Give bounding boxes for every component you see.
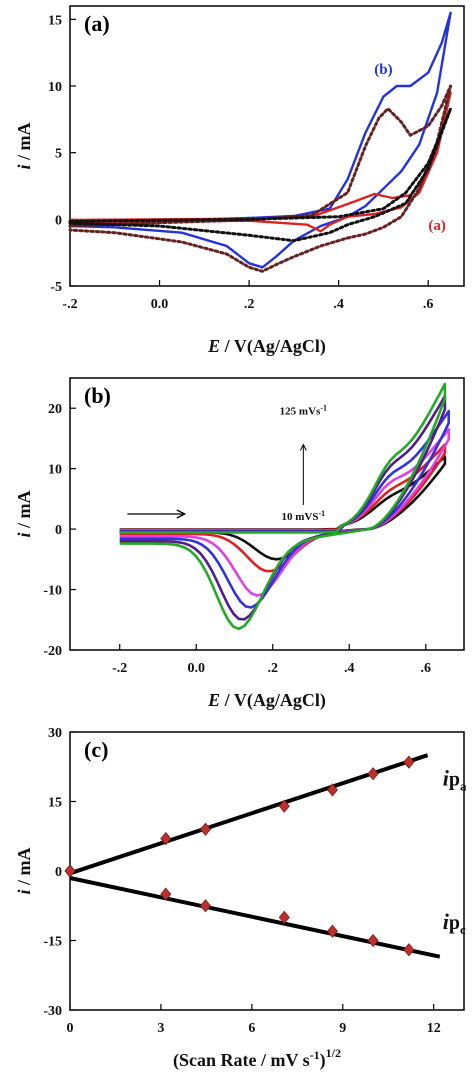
y-tick-label: 30 — [48, 726, 62, 741]
y-tick-label: -15 — [43, 935, 62, 950]
x-axis-label-main: (Scan Rate / mV s — [173, 1050, 310, 1071]
y-tick-label: -10 — [43, 584, 62, 599]
y-axis-label-italic: i — [14, 164, 34, 169]
cv-series-1 — [69, 91, 452, 233]
ipa-label: ipa — [443, 765, 467, 793]
data-point-ipa — [278, 799, 290, 813]
annotation-top-text: 125 mVs — [280, 405, 321, 417]
data-point-ipc — [403, 943, 415, 957]
curve-annotation: (a) — [428, 218, 446, 234]
x-axis-label-rest: / V(Ag/AgCl) — [220, 690, 326, 711]
x-tick-label: .6 — [423, 297, 434, 312]
ipa-label-i: i — [443, 765, 450, 790]
data-point-ipc — [278, 910, 290, 924]
fit-line-ipc — [69, 876, 441, 959]
x-tick-label: -.2 — [112, 661, 127, 676]
data-point-ipc — [367, 933, 379, 948]
y-axis-label: i / mA — [14, 490, 34, 537]
data-point-ipa — [403, 755, 415, 769]
x-tick-label: -.2 — [62, 297, 77, 312]
y-tick-label: 20 — [48, 402, 62, 417]
data-point-ipc — [326, 924, 338, 938]
y-tick-label: -20 — [43, 644, 62, 659]
panel-label: (c) — [84, 737, 108, 762]
cv-series-3 — [68, 107, 453, 243]
y-tick-label: -30 — [43, 1004, 62, 1019]
y-tick-label: 0 — [55, 865, 62, 880]
panel-label: (b) — [84, 383, 111, 408]
fit-line-ipa — [69, 753, 429, 876]
x-tick-label: 3 — [157, 1021, 164, 1036]
y-axis-label-rest: / mA — [14, 847, 34, 889]
annotation-bottom-text: 10 mVS — [282, 511, 319, 523]
x-tick-label: 9 — [339, 1021, 346, 1036]
cv-series-0 — [69, 11, 452, 269]
y-axis-label: i / mA — [14, 847, 34, 894]
y-tick-label: 0 — [55, 523, 62, 538]
data-point-ipa — [326, 783, 338, 797]
x-axis-label-close: ) — [320, 1050, 326, 1071]
y-tick-label: 0 — [55, 213, 62, 228]
plot-frame — [69, 5, 465, 287]
curve-annotation: (b) — [374, 62, 392, 78]
x-axis-label-sup: -1 — [310, 1048, 320, 1062]
annotation-top-sup: -1 — [320, 403, 327, 412]
ipc-label-sub: c — [460, 922, 466, 937]
ipa-label-sub: a — [460, 778, 467, 793]
x-axis-label-sup2: 1/2 — [326, 1046, 341, 1060]
x-axis-label: E / V(Ag/AgCl) — [207, 336, 326, 357]
y-tick-label: -5 — [50, 280, 62, 295]
ipa-label-p: p — [449, 768, 460, 790]
y-tick-label: 10 — [48, 80, 62, 95]
panel-label: (a) — [84, 11, 110, 36]
annotation-top: 125 mVs-1 — [280, 403, 327, 417]
y-axis-label-italic: i — [14, 532, 34, 537]
y-axis-label: i / mA — [14, 122, 34, 169]
x-axis-label-rest: / V(Ag/AgCl) — [220, 336, 326, 357]
x-tick-label: .4 — [344, 661, 355, 676]
y-tick-label: 15 — [48, 13, 62, 28]
panel-0: -.2 0.0 .2 .4 .6 -5 0 5 10 15 (a) i / mA (b) (a) E / V… — [14, 5, 465, 357]
x-tick-label: .2 — [244, 297, 255, 312]
x-axis-label-italic: E — [207, 690, 220, 710]
x-axis-label: (Scan Rate / mV s-1)1/2 — [173, 1046, 341, 1071]
ipc-label-i: i — [443, 909, 450, 934]
y-tick-label: 10 — [48, 463, 62, 478]
plot-frame — [69, 731, 465, 1011]
ipc-label-p: p — [449, 912, 460, 934]
annotation-bottom-sup: -1 — [318, 509, 325, 518]
y-tick-label: 15 — [48, 796, 62, 811]
x-tick-label: 0 — [67, 1021, 74, 1036]
data-point-ipa — [367, 767, 379, 781]
y-axis-label-rest: / mA — [14, 490, 34, 532]
data-point-ipa — [199, 822, 211, 836]
cv-scan-rate-4 — [119, 394, 447, 621]
x-tick-label: 12 — [427, 1021, 441, 1036]
y-axis-label-rest: / mA — [14, 122, 34, 164]
data-point-ipc — [160, 887, 172, 901]
y-axis-label-italic: i — [14, 889, 34, 894]
scan-rate-arrow-head — [299, 443, 307, 451]
x-tick-label: .4 — [333, 297, 344, 312]
data-point-ipc — [199, 899, 211, 913]
y-tick-label: 5 — [55, 147, 62, 162]
x-tick-label: 0.0 — [187, 661, 205, 676]
data-point-ipc — [64, 864, 76, 878]
x-axis-label: E / V(Ag/AgCl) — [207, 690, 326, 711]
cv-scan-rate-5 — [119, 382, 447, 631]
x-axis-label-italic: E — [207, 336, 220, 356]
x-tick-label: .6 — [420, 661, 431, 676]
x-tick-label: 6 — [248, 1021, 255, 1036]
sweep-arrow-head — [176, 509, 187, 519]
data-point-ipa — [160, 831, 172, 846]
x-tick-label: 0.0 — [151, 297, 169, 312]
plot-frame — [69, 377, 465, 651]
ipc-label: ipc — [443, 909, 466, 937]
x-tick-label: .2 — [267, 661, 278, 676]
annotation-bottom: 10 mVS-1 — [282, 509, 326, 523]
